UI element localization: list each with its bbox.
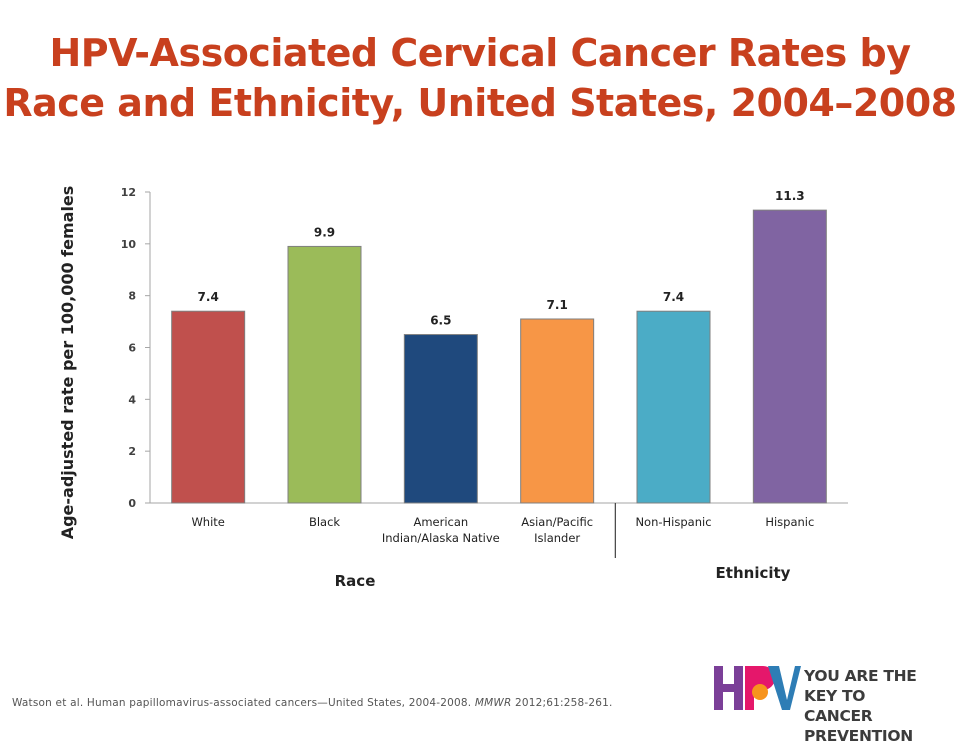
group-label-ethnicity: Ethnicity bbox=[716, 564, 791, 582]
title-line-2: Race and Ethnicity, United States, 2004–… bbox=[3, 81, 957, 125]
y-axis-title: Age-adjusted rate per 100,000 females bbox=[58, 186, 77, 540]
bar-value-label: 6.5 bbox=[430, 314, 451, 328]
bar bbox=[752, 209, 827, 504]
x-category-label: Islander bbox=[534, 531, 580, 545]
logo-tagline: YOU ARE THE KEY TO CANCER PREVENTION bbox=[804, 666, 950, 746]
bar-value-label: 11.3 bbox=[775, 189, 805, 203]
title-line-1: HPV-Associated Cervical Cancer Rates by bbox=[49, 31, 911, 75]
x-category-label: Non-Hispanic bbox=[635, 515, 711, 529]
bar bbox=[403, 334, 478, 504]
hpv-logo: YOU ARE THE KEY TO CANCER PREVENTION bbox=[712, 660, 950, 745]
x-category-label: Black bbox=[309, 515, 340, 529]
logo-tagline-line-2: CANCER PREVENTION bbox=[804, 707, 913, 745]
y-tick-label: 6 bbox=[128, 342, 136, 355]
y-tick-label: 12 bbox=[121, 186, 136, 199]
citation-pages: 2012;61:258-261. bbox=[511, 697, 613, 709]
logo-tagline-line-1: YOU ARE THE KEY TO bbox=[804, 667, 917, 705]
bar-value-label: 7.4 bbox=[198, 290, 219, 304]
group-label-race: Race bbox=[335, 572, 376, 590]
y-tick-label: 0 bbox=[128, 497, 136, 510]
chart-title: HPV-Associated Cervical Cancer Rates by … bbox=[0, 28, 960, 128]
y-tick-label: 10 bbox=[121, 238, 137, 251]
citation-text: Watson et al. Human papillomavirus-assoc… bbox=[12, 697, 475, 709]
y-tick-label: 8 bbox=[128, 290, 136, 303]
bar bbox=[520, 318, 595, 504]
bar bbox=[171, 310, 246, 504]
bar-value-label: 7.1 bbox=[547, 298, 568, 312]
bar-chart: 0 2 4 6 8 10 12 Age-adjusted rate per 100,000 f… bbox=[58, 186, 848, 590]
x-category-label: Asian/Pacific bbox=[521, 515, 593, 529]
x-category-label: American bbox=[413, 515, 468, 529]
x-category-label: Hispanic bbox=[765, 515, 814, 529]
bar-value-label: 9.9 bbox=[314, 225, 335, 239]
x-category-label: White bbox=[191, 515, 224, 529]
citation-footer: Watson et al. Human papillomavirus-assoc… bbox=[12, 697, 613, 709]
bar-value-label: 7.4 bbox=[663, 290, 684, 304]
hpv-logo-mark bbox=[714, 666, 801, 710]
bar bbox=[287, 245, 362, 504]
citation-journal: MMWR bbox=[474, 697, 512, 709]
x-category-label: Indian/Alaska Native bbox=[382, 531, 500, 545]
bar bbox=[636, 310, 711, 504]
y-tick-label: 4 bbox=[128, 393, 136, 406]
y-tick-label: 2 bbox=[128, 445, 136, 458]
